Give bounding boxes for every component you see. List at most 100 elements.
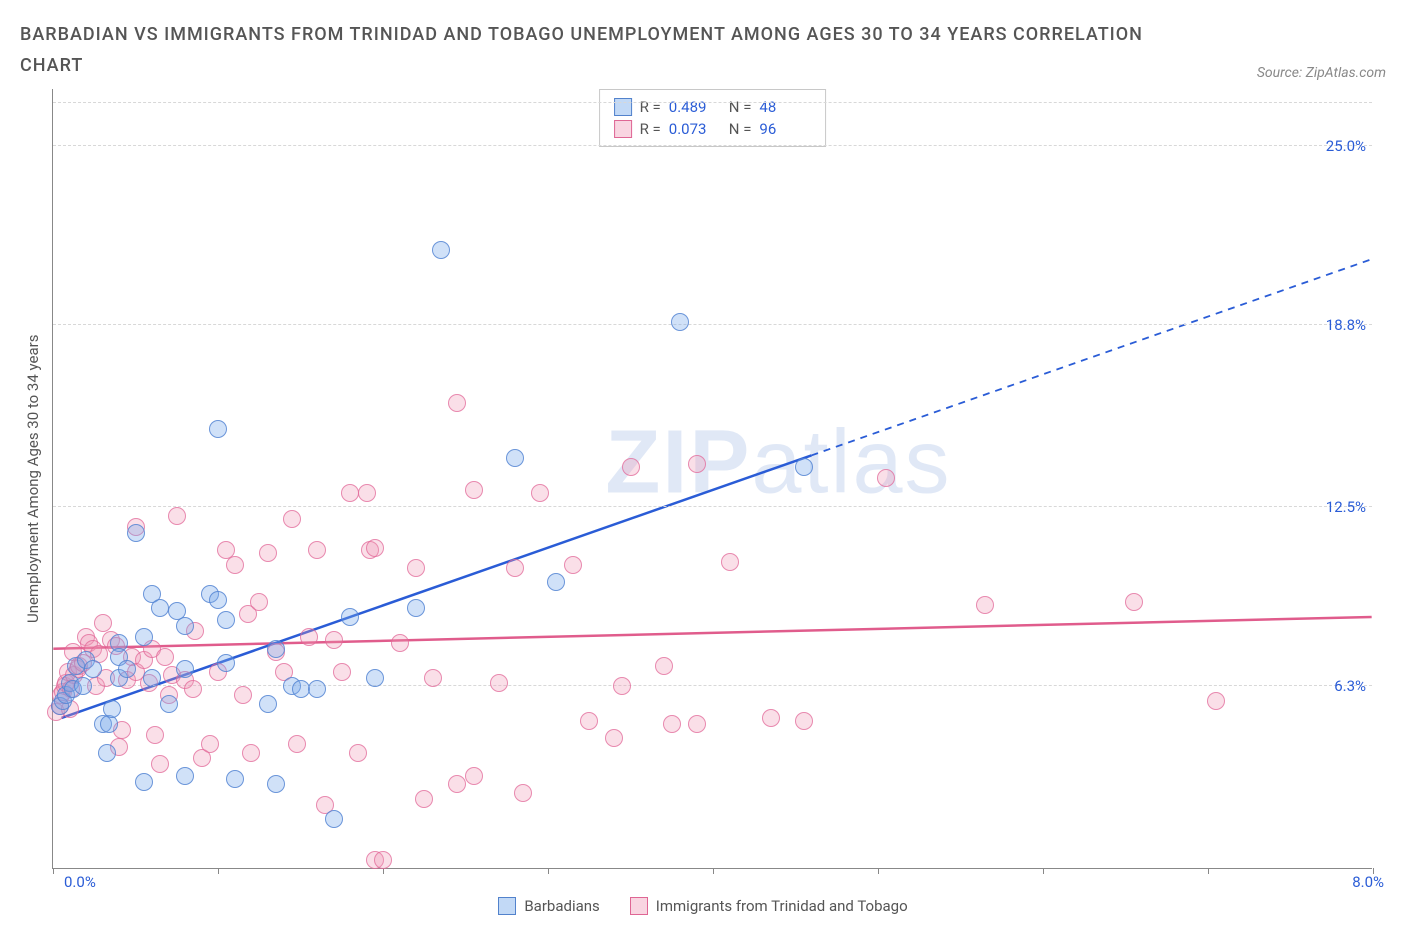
point-blue xyxy=(226,770,244,788)
point-blue xyxy=(547,573,565,591)
point-pink xyxy=(976,596,994,614)
gridline xyxy=(53,145,1372,146)
scatter-plot: ZIPatlas R = 0.489 N = 48 R = 0.073 N = … xyxy=(52,89,1372,869)
point-blue xyxy=(74,677,92,695)
point-pink xyxy=(1207,692,1225,710)
point-pink xyxy=(156,648,174,666)
point-blue xyxy=(176,767,194,785)
point-pink xyxy=(325,631,343,649)
point-pink xyxy=(605,729,623,747)
point-pink xyxy=(1125,593,1143,611)
point-blue xyxy=(151,599,169,617)
point-pink xyxy=(514,784,532,802)
point-pink xyxy=(795,712,813,730)
legend-label-blue: Barbadians xyxy=(524,897,599,915)
point-pink xyxy=(151,755,169,773)
point-pink xyxy=(448,394,466,412)
point-pink xyxy=(94,614,112,632)
y-tick-label: 12.5% xyxy=(1326,498,1366,516)
point-blue xyxy=(176,660,194,678)
point-blue xyxy=(308,680,326,698)
point-pink xyxy=(448,775,466,793)
point-blue xyxy=(292,680,310,698)
point-pink xyxy=(366,539,384,557)
point-pink xyxy=(168,507,186,525)
point-blue xyxy=(135,773,153,791)
point-blue xyxy=(267,775,285,793)
source-label: Source: ZipAtlas.com xyxy=(1257,65,1386,81)
point-blue xyxy=(366,669,384,687)
point-blue xyxy=(217,611,235,629)
stats-legend-box: R = 0.489 N = 48 R = 0.073 N = 96 xyxy=(599,89,827,147)
point-blue xyxy=(84,660,102,678)
point-blue xyxy=(176,617,194,635)
point-pink xyxy=(234,686,252,704)
point-pink xyxy=(242,744,260,762)
stats-row-blue: R = 0.489 N = 48 xyxy=(614,96,812,118)
point-blue xyxy=(267,640,285,658)
swatch-pink-icon xyxy=(630,897,648,915)
point-blue xyxy=(135,628,153,646)
point-pink xyxy=(877,469,895,487)
point-pink xyxy=(308,541,326,559)
point-pink xyxy=(531,484,549,502)
point-pink xyxy=(465,481,483,499)
point-pink xyxy=(688,715,706,733)
point-pink xyxy=(564,556,582,574)
point-pink xyxy=(424,669,442,687)
point-blue xyxy=(209,420,227,438)
point-blue xyxy=(98,744,116,762)
bottom-legend: Barbadians Immigrants from Trinidad and … xyxy=(20,897,1386,915)
swatch-blue-icon xyxy=(498,897,516,915)
x-tick-label: 8.0% xyxy=(1352,873,1384,891)
x-tick xyxy=(53,868,54,874)
point-blue xyxy=(118,660,136,678)
point-blue xyxy=(127,524,145,542)
point-blue xyxy=(217,654,235,672)
point-pink xyxy=(465,767,483,785)
point-pink xyxy=(349,744,367,762)
point-pink xyxy=(407,559,425,577)
gridline xyxy=(53,506,1372,507)
point-pink xyxy=(201,735,219,753)
point-pink xyxy=(721,553,739,571)
point-pink xyxy=(490,674,508,692)
point-pink xyxy=(300,628,318,646)
point-pink xyxy=(283,510,301,528)
legend-item-pink: Immigrants from Trinidad and Tobago xyxy=(630,897,908,915)
y-tick-label: 6.3% xyxy=(1334,677,1366,695)
point-pink xyxy=(613,677,631,695)
point-blue xyxy=(259,695,277,713)
point-blue xyxy=(325,810,343,828)
point-pink xyxy=(688,455,706,473)
watermark: ZIPatlas xyxy=(605,412,951,515)
point-pink xyxy=(184,680,202,698)
legend-label-pink: Immigrants from Trinidad and Tobago xyxy=(656,897,908,915)
point-blue xyxy=(103,700,121,718)
point-pink xyxy=(288,735,306,753)
point-blue xyxy=(432,241,450,259)
point-blue xyxy=(671,313,689,331)
point-blue xyxy=(209,591,227,609)
point-pink xyxy=(580,712,598,730)
legend-item-blue: Barbadians xyxy=(498,897,599,915)
x-axis: 0.0%8.0% xyxy=(64,869,1384,895)
point-blue xyxy=(143,669,161,687)
point-pink xyxy=(250,593,268,611)
point-blue xyxy=(341,608,359,626)
point-pink xyxy=(259,544,277,562)
gridline xyxy=(53,685,1372,686)
point-pink xyxy=(226,556,244,574)
chart-title: BARBADIAN VS IMMIGRANTS FROM TRINIDAD AN… xyxy=(20,20,1170,81)
point-pink xyxy=(622,458,640,476)
point-pink xyxy=(762,709,780,727)
y-axis-label: Unemployment Among Ages 30 to 34 years xyxy=(20,89,46,869)
point-pink xyxy=(506,559,524,577)
point-blue xyxy=(407,599,425,617)
point-pink xyxy=(415,790,433,808)
point-pink xyxy=(146,726,164,744)
swatch-pink-icon xyxy=(614,120,632,138)
point-pink xyxy=(341,484,359,502)
y-tick-label: 18.8% xyxy=(1326,316,1366,334)
point-pink xyxy=(333,663,351,681)
